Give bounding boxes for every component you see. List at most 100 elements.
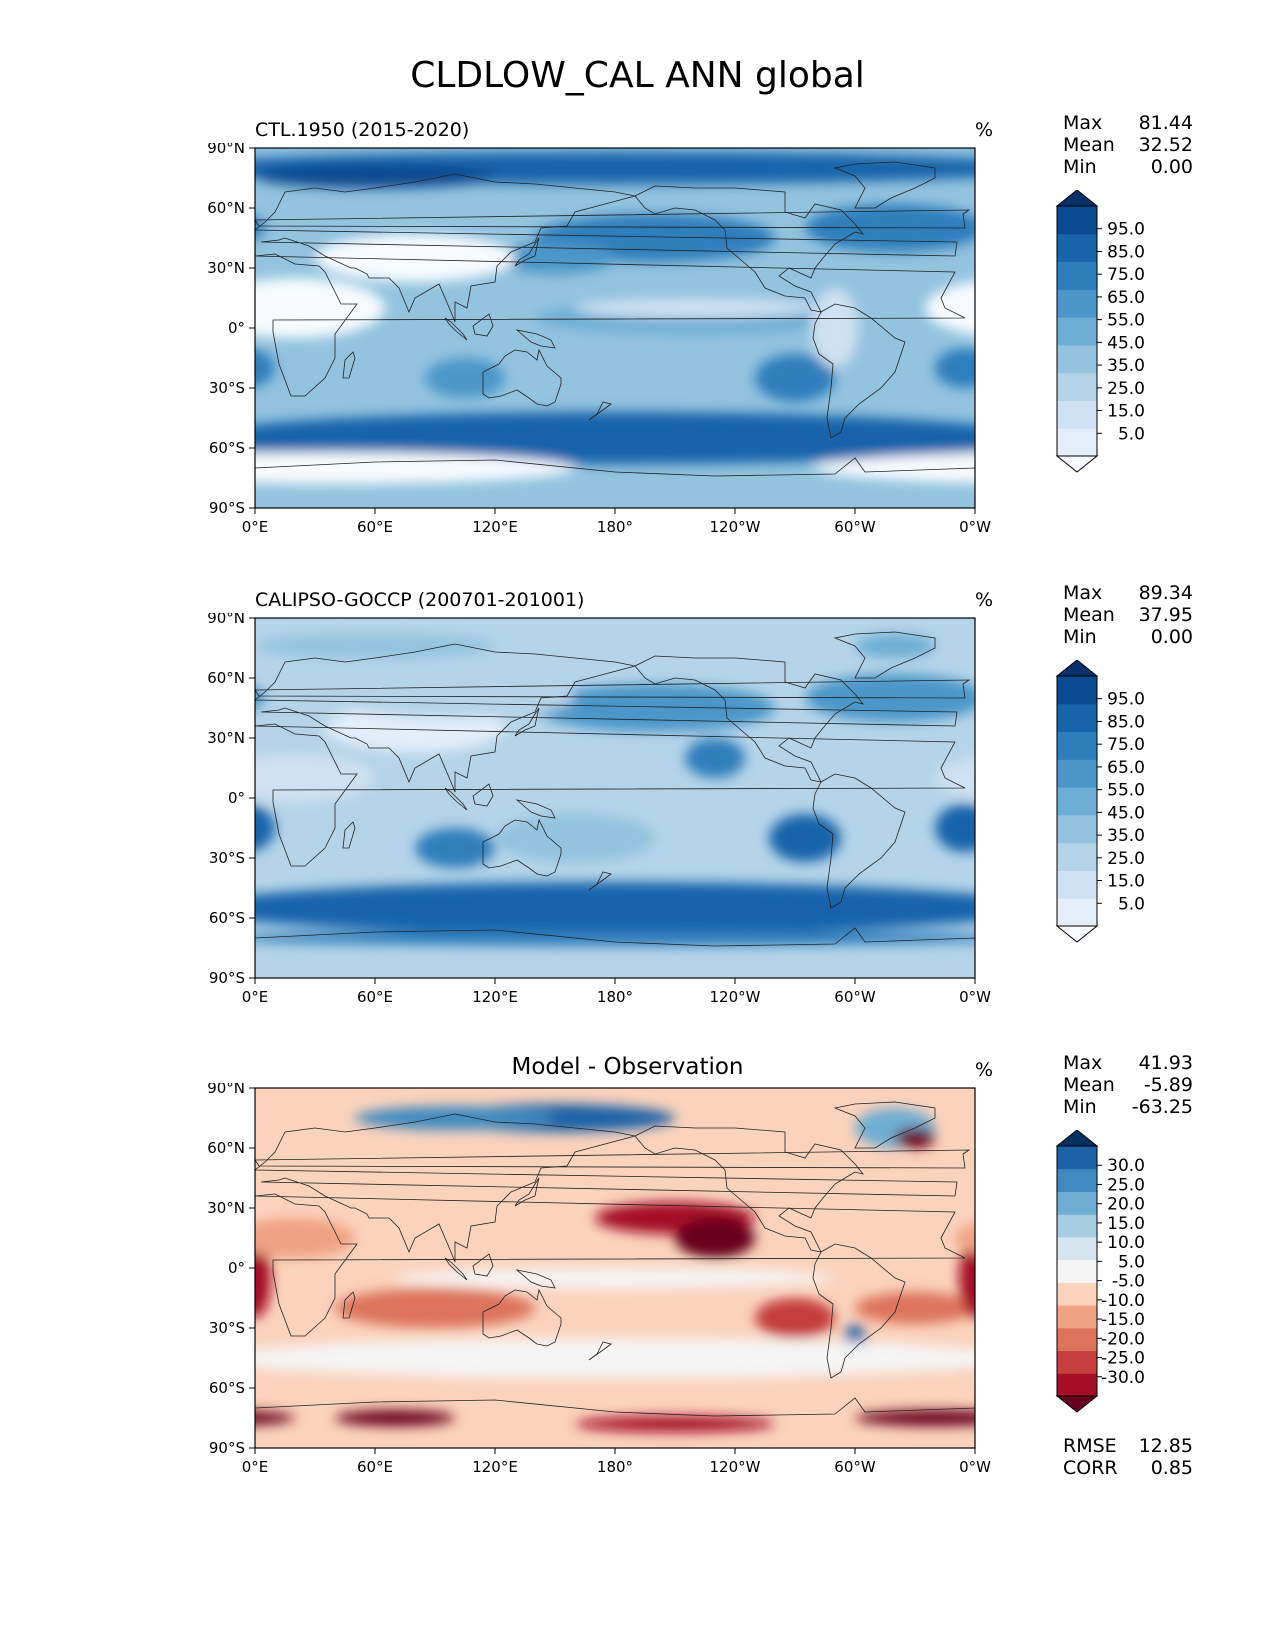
colorbar-tick-label: -5.0 <box>1112 1272 1145 1292</box>
coastlines <box>255 161 975 508</box>
lon-tick-label: 0°W <box>959 988 991 1006</box>
colorbar-tick-label: 85.0 <box>1107 242 1145 262</box>
colorbar-tick-label: 45.0 <box>1107 333 1145 353</box>
lat-tick-label: 30°N <box>207 259 245 277</box>
stat-min: Min 0.00 <box>1063 156 1193 178</box>
lon-tick-label: 0°E <box>242 518 269 536</box>
field-contour <box>255 278 385 338</box>
colorbar-segment <box>1057 842 1097 871</box>
field-layer <box>255 148 975 508</box>
colorbar-tick-label: 5.0 <box>1118 1252 1145 1272</box>
coastline-eurasia <box>255 1113 958 1263</box>
figure-title: CLDLOW_CAL ANN global <box>410 55 865 96</box>
colorbar-extend-min <box>1055 455 1099 473</box>
coastline-greenland <box>833 1101 936 1149</box>
colorbar-extend-max <box>1055 190 1099 207</box>
lat-tick-label: 60°S <box>209 439 245 457</box>
coastline-madagascar <box>342 821 356 849</box>
field-contour <box>255 1411 295 1425</box>
colorbar-tick-label: 55.0 <box>1107 311 1145 331</box>
colorbar-segment <box>1057 233 1097 263</box>
coastline-australia <box>482 348 562 407</box>
panel-units: % <box>975 119 994 141</box>
field-contour <box>895 1128 935 1148</box>
coastline-south-america <box>812 1243 906 1379</box>
coastline-japan <box>514 707 540 737</box>
lat-tick-label: 0° <box>228 1259 245 1277</box>
colorbar-tick-label: 25.0 <box>1107 1175 1145 1195</box>
lon-tick-label: 120°E <box>472 1458 518 1476</box>
field-contour <box>495 242 615 274</box>
field-contour <box>425 358 505 398</box>
lat-tick-label: 30°N <box>207 729 245 747</box>
lat-tick-label: 30°S <box>209 1319 245 1337</box>
colorbar-extend-min <box>1055 925 1099 943</box>
field-contour <box>755 1298 835 1338</box>
coastline-borneo <box>472 783 494 807</box>
coastline-new-guinea <box>515 329 556 349</box>
colorbar-tick-label: -10.0 <box>1101 1291 1145 1311</box>
lat-tick-label: 90°S <box>209 499 245 517</box>
panel-difference: Model - Observation % 90°N 60°N 30°N 0° 30°S… <box>0 1052 1275 1528</box>
field-contour <box>935 1349 975 1367</box>
colorbar-extend-min <box>1055 1395 1099 1413</box>
colorbar-segment <box>1057 1327 1097 1352</box>
lat-tick-label: 60°N <box>207 669 245 687</box>
field-contour <box>255 634 495 658</box>
colorbar-frame <box>1056 675 1098 927</box>
field-contour <box>255 1218 355 1258</box>
lat-tick-label: 0° <box>228 789 245 807</box>
colorbar-tick-label: 95.0 <box>1107 690 1145 710</box>
lon-tick-label: 60°W <box>834 518 876 536</box>
colorbar-segment <box>1057 206 1097 235</box>
colorbar-tick-label: 65.0 <box>1107 758 1145 778</box>
colorbar-segment <box>1057 1282 1097 1306</box>
lon-tick-label: 0°E <box>242 1458 269 1476</box>
coastline-south-america <box>180 1244 185 1378</box>
field-contour <box>575 298 815 318</box>
colorbar-tick-label: 65.0 <box>1107 288 1145 308</box>
lon-tick-label: 120°W <box>710 988 761 1006</box>
field-contour <box>335 1288 535 1328</box>
colorbar-tick-label: -30.0 <box>1101 1368 1145 1388</box>
coastline-japan <box>514 237 540 267</box>
colorbar: 95.085.0 75.0 65.0 55.045.0 35.0 25.0 15.05.0 <box>1055 660 1145 943</box>
colorbar-segment <box>1057 1146 1097 1170</box>
colorbar-segment <box>1057 261 1097 290</box>
coastline-greenland <box>833 161 936 209</box>
colorbar-segment <box>1057 731 1097 760</box>
colorbar-tick-label: 5.0 <box>1118 424 1145 444</box>
coastline-antarctica <box>255 1397 975 1448</box>
coastline-new-guinea <box>515 1269 556 1289</box>
colorbar-tick-label: -15.0 <box>1101 1310 1145 1330</box>
field-contour <box>255 1338 975 1378</box>
colorbar-tick-label: 10.0 <box>1107 1233 1145 1253</box>
field-contour <box>925 281 975 335</box>
colorbar-segment <box>1057 1373 1097 1397</box>
coastline-eurasia <box>180 644 237 792</box>
field-contour <box>255 164 495 188</box>
coastline-japan <box>514 1177 540 1207</box>
stat-mean: Mean 37.95 <box>1063 604 1193 626</box>
colorbar-tick-label: -25.0 <box>1101 1349 1145 1369</box>
coastline-eurasia <box>180 1114 237 1262</box>
field-contour <box>255 930 975 946</box>
field-contour <box>915 894 975 922</box>
lon-tick-label: 120°W <box>710 1458 761 1476</box>
field-layer <box>180 1088 975 1448</box>
lon-tick-label: 180° <box>597 988 633 1006</box>
coastline-africa <box>255 723 966 867</box>
field-contour <box>815 452 975 484</box>
colorbar-segment <box>1057 317 1097 346</box>
colorbar-tick-label: 15.0 <box>1107 872 1145 892</box>
panel-model: CTL.1950 (2015-2020) % 90°N 60°N 30°N 0° 30°… <box>0 112 1275 588</box>
coastlines <box>180 631 975 978</box>
lat-tick-label: 60°S <box>209 909 245 927</box>
field-contour <box>335 1410 455 1426</box>
coastline-north-america <box>634 185 865 313</box>
field-contour <box>915 424 975 452</box>
coastline-new-zealand <box>588 871 612 891</box>
coastlines <box>180 1101 975 1448</box>
coastline-madagascar <box>342 351 356 379</box>
field-contour <box>395 1268 835 1288</box>
